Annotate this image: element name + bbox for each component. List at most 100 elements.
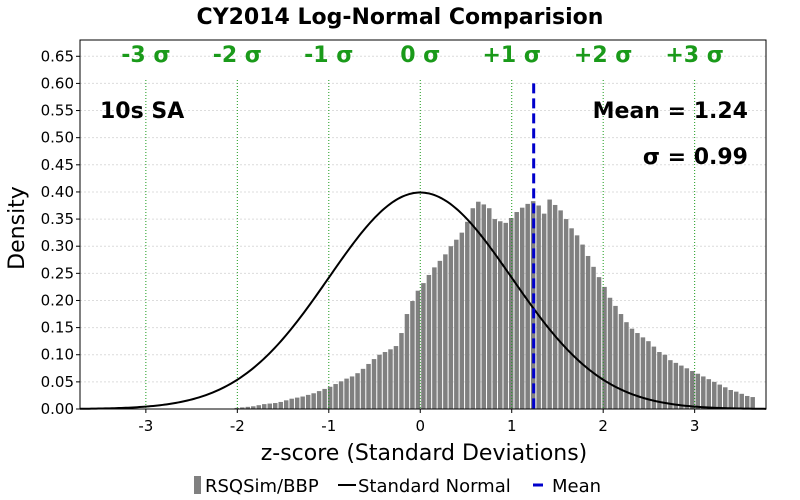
histogram-bar — [673, 362, 679, 409]
histogram-bar — [465, 221, 470, 409]
chart-title: CY2014 Log-Normal Comparision — [197, 5, 604, 30]
histogram-bar — [613, 305, 618, 409]
histogram-bar — [322, 388, 327, 409]
histogram-bar — [437, 260, 443, 409]
histogram-bar — [750, 397, 755, 409]
histogram-bar — [723, 387, 728, 409]
legend-label-normal: Standard Normal — [358, 476, 511, 497]
histogram-bar — [245, 406, 251, 409]
histogram-bar — [454, 239, 459, 409]
x-tick-label: 1 — [507, 417, 517, 435]
histogram-bar — [289, 398, 294, 409]
histogram-bar — [646, 341, 651, 409]
histogram-bar — [344, 378, 349, 409]
histogram-bar — [712, 381, 717, 409]
y-tick-label: 0.15 — [41, 319, 74, 337]
x-axis-ticks: -3 -2 -1 0 1 2 3 — [138, 409, 699, 435]
histogram-bar — [415, 290, 421, 409]
y-tick-label: 0.00 — [41, 400, 74, 418]
histogram-bar — [503, 222, 508, 409]
legend: RSQSim/BBP Standard Normal Mean — [194, 476, 601, 497]
histogram-bar — [327, 386, 333, 409]
y-tick-label: 0.60 — [41, 74, 74, 92]
y-tick-label: 0.55 — [41, 102, 74, 120]
sigma-label: -3 σ — [121, 43, 170, 68]
period-annotation: 10s SA — [100, 99, 184, 124]
sigma-annotation: σ = 0.99 — [643, 145, 748, 170]
histogram-bar — [706, 379, 712, 409]
histogram-bar — [349, 376, 355, 409]
histogram-bar — [481, 204, 487, 409]
histogram-bar — [558, 210, 563, 409]
histogram-bar — [448, 246, 454, 409]
histogram-bar — [262, 404, 267, 409]
histogram-bar — [487, 208, 492, 409]
histogram-bar — [536, 205, 541, 409]
histogram-bar — [547, 199, 552, 409]
mean-annotation: Mean = 1.24 — [593, 99, 748, 124]
histogram-bar — [519, 207, 525, 409]
x-axis-label: z-score (Standard Deviations) — [261, 441, 588, 466]
histogram-bar — [355, 373, 360, 409]
histogram-bar — [624, 322, 629, 409]
histogram-bar — [657, 352, 662, 409]
y-tick-label: 0.40 — [41, 183, 74, 201]
histogram-bar — [492, 219, 498, 409]
x-tick-label: -2 — [230, 417, 245, 435]
standard-normal-curve — [79, 191, 767, 410]
histogram-bar — [744, 395, 750, 409]
histogram-bar — [426, 274, 432, 409]
sigma-label: +2 σ — [574, 43, 633, 68]
histogram-bar — [574, 235, 580, 409]
histogram-bar — [508, 217, 514, 409]
x-tick-label: -1 — [321, 417, 336, 435]
histogram-bar — [470, 208, 476, 409]
histogram-bar — [388, 349, 393, 409]
histogram-bar — [635, 333, 640, 409]
histogram-bar — [338, 381, 344, 409]
histogram-bar — [498, 221, 503, 409]
histogram-bar — [640, 337, 646, 409]
histogram-bar — [443, 254, 448, 409]
histogram-bar — [278, 401, 283, 409]
histogram-bar — [580, 244, 585, 409]
histogram-bar — [410, 301, 415, 409]
legend-label-mean: Mean — [552, 476, 601, 497]
x-tick-label: 2 — [598, 417, 608, 435]
histogram-bar — [679, 365, 684, 409]
sigma-label: 0 σ — [400, 43, 440, 68]
histogram-bar — [476, 201, 481, 409]
histogram-bar — [585, 255, 591, 409]
y-tick-label: 0.20 — [41, 291, 74, 309]
histogram-bar — [267, 403, 272, 409]
histogram-bar — [311, 393, 316, 409]
y-tick-label: 0.10 — [41, 346, 74, 364]
histogram-bar — [514, 212, 519, 409]
histogram-bar — [651, 346, 657, 409]
sigma-lines — [145, 80, 696, 409]
histogram-bar — [602, 286, 607, 409]
histogram-bars — [234, 199, 755, 409]
histogram-bar — [690, 371, 695, 409]
histogram-bar — [662, 354, 668, 409]
y-axis-label: Density — [5, 186, 30, 270]
y-tick-label: 0.05 — [41, 373, 74, 391]
histogram-bar — [294, 397, 300, 409]
histogram-bar — [733, 391, 739, 409]
histogram-bar — [240, 407, 245, 409]
histogram-bar — [717, 384, 723, 409]
sigma-label: -2 σ — [213, 43, 262, 68]
histogram-bar — [684, 368, 690, 409]
sigma-label: +1 σ — [482, 43, 541, 68]
histogram-bar — [366, 363, 371, 409]
y-tick-label: 0.30 — [41, 237, 74, 255]
x-tick-label: -3 — [138, 417, 153, 435]
histogram-bar — [399, 333, 404, 409]
histogram-bar — [552, 204, 558, 409]
histogram-bar — [591, 266, 596, 409]
plot-frame — [79, 39, 767, 410]
legend-label-histogram: RSQSim/BBP — [205, 476, 319, 497]
histogram-bar — [569, 228, 574, 409]
histogram-bar — [728, 390, 733, 409]
y-tick-label: 0.35 — [41, 210, 74, 228]
